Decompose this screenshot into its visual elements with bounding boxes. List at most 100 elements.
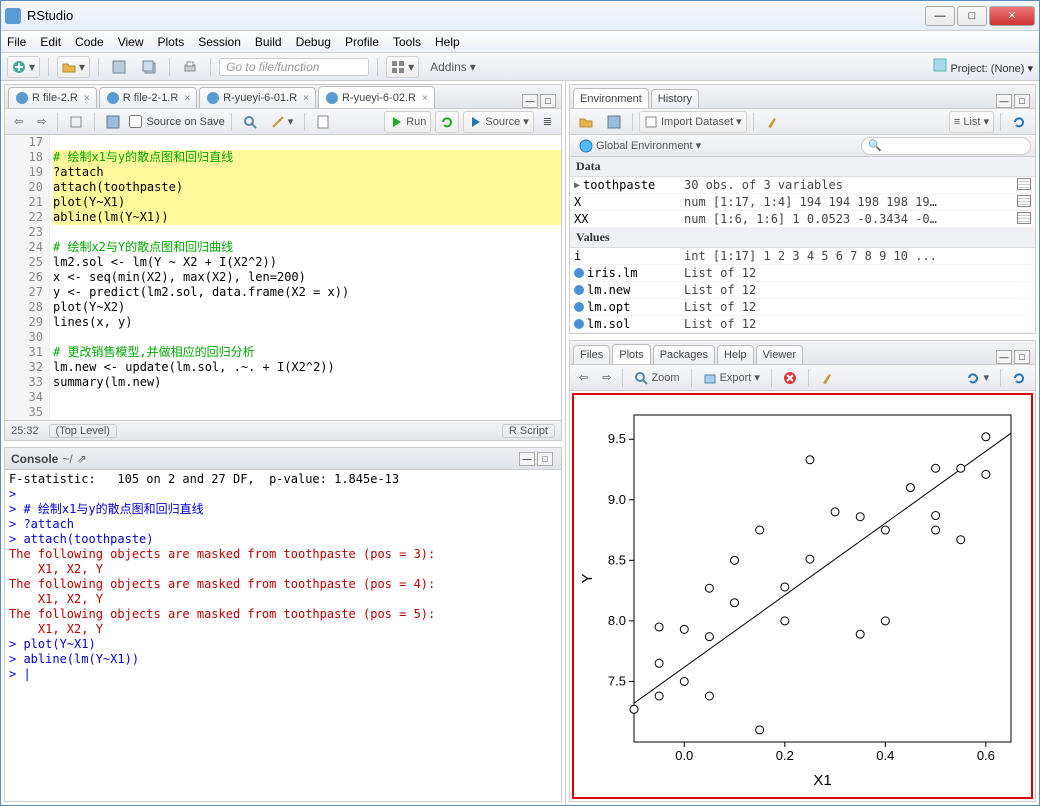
env-row[interactable]: Xnum [1:17, 1:4] 194 194 198 198 19… (570, 194, 1035, 211)
menu-plots[interactable]: Plots (158, 35, 185, 49)
tab-help[interactable]: Help (717, 345, 754, 364)
tab-viewer[interactable]: Viewer (756, 345, 803, 364)
code-area[interactable]: # 绘制x1与y的散点图和回归直线?attachattach(toothpast… (50, 135, 561, 420)
env-row[interactable]: ▶toothpaste30 obs. of 3 variables (570, 177, 1035, 194)
outline-button[interactable]: ≣ (538, 111, 557, 133)
menu-profile[interactable]: Profile (345, 35, 379, 49)
back-button[interactable]: ⇦ (9, 111, 28, 133)
console-title: Console (11, 452, 58, 466)
next-plot-button[interactable]: ⇨ (597, 367, 616, 389)
env-tabs: Environment History —□ (570, 85, 1035, 109)
env-row[interactable]: lm.optList of 12 (570, 299, 1035, 316)
show-in-new-button[interactable] (64, 111, 88, 133)
tab-yueyi-6-02[interactable]: R-yueyi-6-02.R× (318, 86, 435, 108)
compile-button[interactable] (311, 111, 335, 133)
broom-icon (765, 115, 779, 129)
env-row[interactable]: XXnum [1:6, 1:6] 1 0.0523 -0.3434 -0… (570, 211, 1035, 228)
scope-selector[interactable]: (Top Level) (49, 424, 117, 438)
env-row[interactable]: lm.newList of 12 (570, 282, 1035, 299)
file-type[interactable]: R Script (502, 424, 555, 438)
plots-toolbar: ⇦ ⇨ Zoom Export ▾ ▾ (570, 365, 1035, 391)
refresh-button[interactable] (1007, 111, 1031, 133)
scatter-plot: 0.00.20.40.67.58.08.59.09.5X1Y (574, 395, 1031, 797)
grid-icon (391, 60, 405, 74)
pane-minmax: —□ (519, 452, 555, 466)
maximize-pane-button[interactable]: □ (540, 94, 556, 108)
new-file-button[interactable]: ▾ (7, 56, 40, 78)
close-icon[interactable]: × (422, 93, 428, 104)
minimize-pane-button[interactable]: — (996, 94, 1012, 108)
save-file-button[interactable] (101, 111, 125, 133)
prev-plot-button[interactable]: ⇦ (574, 367, 593, 389)
addins-button[interactable]: Addins ▾ (425, 56, 481, 78)
maximize-pane-button[interactable]: □ (537, 452, 553, 466)
env-row[interactable]: iint [1:17] 1 2 3 4 5 6 7 8 9 10 ... (570, 248, 1035, 265)
tab-files[interactable]: Files (573, 345, 610, 364)
minimize-pane-button[interactable]: — (996, 350, 1012, 364)
rerun-button[interactable] (435, 111, 459, 133)
save-button[interactable] (107, 56, 131, 78)
refresh-plot-button[interactable]: ▾ (961, 367, 994, 389)
save-all-button[interactable] (137, 56, 161, 78)
menu-session[interactable]: Session (198, 35, 241, 49)
tab-environment[interactable]: Environment (573, 88, 649, 108)
tab-yueyi-6-01[interactable]: R-yueyi-6-01.R× (199, 87, 316, 108)
menu-file[interactable]: File (7, 35, 26, 49)
menu-edit[interactable]: Edit (40, 35, 61, 49)
find-button[interactable] (238, 111, 262, 133)
env-row[interactable]: lm.solList of 12 (570, 316, 1035, 333)
source-button[interactable]: Source ▾ (463, 111, 533, 133)
tab-file-2-1[interactable]: R file-2-1.R× (99, 87, 197, 108)
project-label[interactable]: Project: (None) ▾ (933, 58, 1033, 75)
minimize-pane-button[interactable]: — (522, 94, 538, 108)
minimize-button[interactable]: — (925, 6, 955, 26)
console-output[interactable]: F-statistic: 105 on 2 and 27 DF, p-value… (5, 470, 561, 801)
close-icon[interactable]: × (84, 93, 90, 104)
maximize-button[interactable]: □ (957, 6, 987, 26)
minimize-pane-button[interactable]: — (519, 452, 535, 466)
import-dataset-button[interactable]: Import Dataset ▾ (639, 111, 747, 133)
svg-text:9.0: 9.0 (608, 492, 626, 507)
forward-button[interactable]: ⇨ (32, 111, 51, 133)
publish-button[interactable] (1007, 367, 1031, 389)
maximize-pane-button[interactable]: □ (1014, 94, 1030, 108)
menu-view[interactable]: View (118, 35, 144, 49)
view-mode-button[interactable]: ≡ List ▾ (949, 111, 994, 133)
menubar: File Edit Code View Plots Session Build … (1, 31, 1039, 53)
menu-debug[interactable]: Debug (296, 35, 331, 49)
export-button[interactable]: Export ▾ (698, 367, 765, 389)
zoom-button[interactable]: Zoom (629, 367, 684, 389)
tab-plots[interactable]: Plots (612, 344, 650, 364)
menu-help[interactable]: Help (435, 35, 460, 49)
menu-build[interactable]: Build (255, 35, 282, 49)
clear-button[interactable] (760, 111, 784, 133)
svg-text:X1: X1 (813, 772, 831, 789)
code-editor[interactable]: 17181920212223242526272829303132333435 #… (5, 135, 561, 420)
tab-file-2[interactable]: R file-2.R× (8, 87, 97, 108)
grid-view-button[interactable]: ▾ (386, 56, 419, 78)
wand-button[interactable]: ▾ (266, 111, 299, 133)
close-icon[interactable]: × (184, 93, 190, 104)
tab-history[interactable]: History (651, 89, 699, 108)
maximize-pane-button[interactable]: □ (1014, 350, 1030, 364)
source-on-save-checkbox[interactable] (129, 115, 142, 128)
save-workspace-button[interactable] (602, 111, 626, 133)
clear-plots-button[interactable] (815, 367, 839, 389)
console-popout-icon[interactable]: ⇗ (77, 452, 87, 466)
remove-plot-button[interactable] (778, 367, 802, 389)
close-icon[interactable]: × (303, 93, 309, 104)
run-button[interactable]: Run (384, 111, 431, 133)
right-column: Environment History —□ Import Dataset ▾ … (566, 81, 1039, 805)
pane-minmax: —□ (522, 94, 558, 108)
env-row[interactable]: iris.lmList of 12 (570, 265, 1035, 282)
scope-selector[interactable]: Global Environment ▾ (574, 135, 706, 157)
env-search-input[interactable] (861, 137, 1031, 155)
menu-code[interactable]: Code (75, 35, 104, 49)
print-button[interactable] (178, 56, 202, 78)
close-button[interactable]: ✕ (989, 6, 1035, 26)
tab-packages[interactable]: Packages (653, 345, 715, 364)
load-workspace-button[interactable] (574, 111, 598, 133)
open-button[interactable]: ▾ (57, 56, 90, 78)
menu-tools[interactable]: Tools (393, 35, 421, 49)
goto-file-input[interactable]: Go to file/function (219, 58, 369, 76)
